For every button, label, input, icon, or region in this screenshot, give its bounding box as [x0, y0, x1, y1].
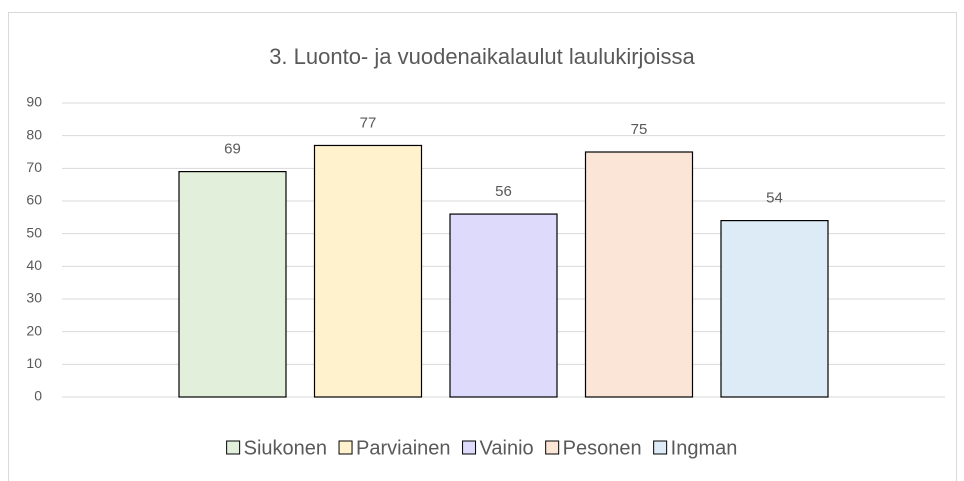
bar — [178, 171, 287, 398]
y-tick-label: 70 — [26, 159, 42, 175]
bar — [720, 220, 829, 398]
legend-label: Parviainen — [356, 437, 451, 459]
bar — [449, 213, 558, 398]
legend-label: Pesonen — [563, 437, 642, 459]
y-tick-label: 90 — [26, 94, 42, 110]
legend-swatch — [338, 440, 353, 455]
y-tick-label: 10 — [26, 355, 42, 371]
y-tick-label: 60 — [26, 192, 42, 208]
legend-label: Ingman — [671, 437, 738, 459]
data-label: 56 — [495, 183, 512, 200]
bar — [313, 144, 423, 398]
y-tick-label: 50 — [26, 224, 42, 240]
chart-title: 3. Luonto- ja vuodenaikalaulut laulukirj… — [269, 44, 695, 69]
legend-label: Vainio — [480, 437, 534, 459]
legend-swatch — [653, 440, 668, 455]
data-label: 54 — [766, 190, 783, 207]
data-label: 77 — [360, 114, 377, 131]
y-tick-label: 20 — [26, 322, 42, 338]
y-tick-label: 40 — [26, 257, 42, 273]
bar — [584, 151, 694, 398]
data-label: 75 — [631, 121, 648, 138]
legend-label: Siukonen — [244, 437, 327, 459]
legend-swatch — [462, 440, 477, 455]
data-label: 69 — [224, 141, 241, 158]
legend-swatch — [226, 440, 241, 455]
legend: Siukonen Parviainen Vainio Pesonen Ingman — [226, 437, 738, 459]
y-tick-label: 0 — [34, 388, 42, 404]
y-tick-label: 80 — [26, 126, 42, 142]
legend-swatch — [545, 440, 560, 455]
y-tick-label: 30 — [26, 290, 42, 306]
